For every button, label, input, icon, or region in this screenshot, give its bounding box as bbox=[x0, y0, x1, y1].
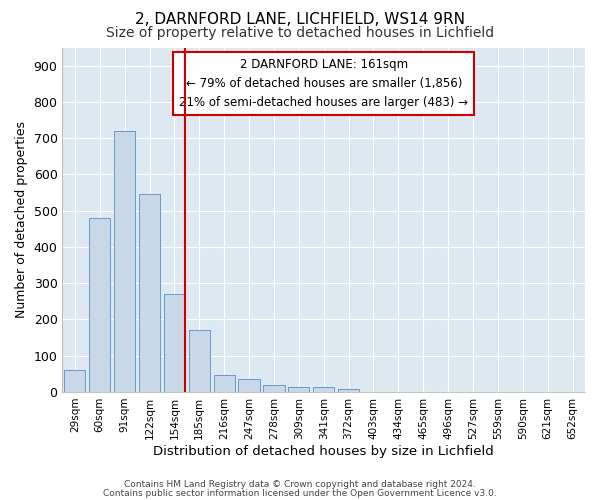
Title: 2, DARNFORD LANE, LICHFIELD, WS14 9RN
Size of property relative to detached hous: 2, DARNFORD LANE, LICHFIELD, WS14 9RN Si… bbox=[0, 499, 1, 500]
Bar bbox=[313, 387, 334, 392]
Text: 2, DARNFORD LANE, LICHFIELD, WS14 9RN: 2, DARNFORD LANE, LICHFIELD, WS14 9RN bbox=[135, 12, 465, 28]
Bar bbox=[338, 389, 359, 392]
Y-axis label: Number of detached properties: Number of detached properties bbox=[15, 121, 28, 318]
Bar bbox=[164, 294, 185, 392]
Bar bbox=[214, 375, 235, 392]
X-axis label: Distribution of detached houses by size in Lichfield: Distribution of detached houses by size … bbox=[154, 444, 494, 458]
Bar bbox=[263, 386, 284, 392]
Text: 2 DARNFORD LANE: 161sqm
← 79% of detached houses are smaller (1,856)
21% of semi: 2 DARNFORD LANE: 161sqm ← 79% of detache… bbox=[179, 58, 468, 109]
Text: Contains HM Land Registry data © Crown copyright and database right 2024.: Contains HM Land Registry data © Crown c… bbox=[124, 480, 476, 489]
Bar bbox=[238, 380, 260, 392]
Bar bbox=[189, 330, 210, 392]
Text: Size of property relative to detached houses in Lichfield: Size of property relative to detached ho… bbox=[106, 26, 494, 40]
Bar bbox=[114, 131, 135, 392]
Bar bbox=[64, 370, 85, 392]
Bar bbox=[288, 387, 310, 392]
Text: Contains public sector information licensed under the Open Government Licence v3: Contains public sector information licen… bbox=[103, 488, 497, 498]
Bar bbox=[89, 218, 110, 392]
Bar bbox=[139, 194, 160, 392]
